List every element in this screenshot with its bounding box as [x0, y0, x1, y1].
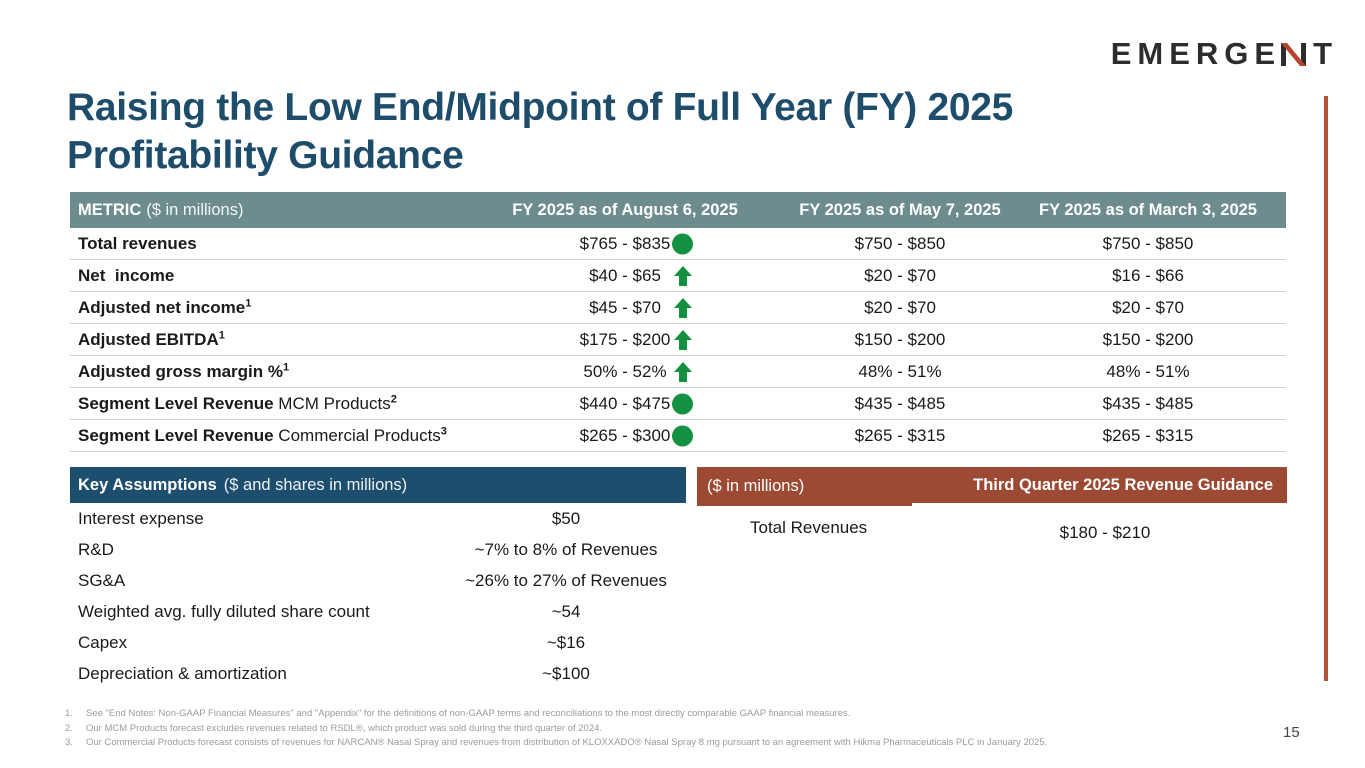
value-may: $435 - $485 — [854, 393, 946, 413]
header-col-august: FY 2025 as of August 6, 2025 — [512, 200, 738, 219]
value-august: $265 - $300 — [460, 425, 790, 446]
footnote-text: Our Commercial Products forecast consist… — [86, 737, 1048, 748]
assumption-row-capex: Capex ~$16 — [70, 627, 686, 658]
assumption-label: Weighted avg. fully diluted share count — [78, 601, 370, 621]
footnote-2: 2. Our MCM Products forecast excludes re… — [65, 722, 1245, 737]
footnote-number: 2. — [65, 722, 73, 734]
key-assumptions-title: Key Assumptions — [78, 475, 217, 494]
logo-text-before: EMERGE — [1110, 36, 1282, 71]
value-august: $40 - $65 — [460, 265, 790, 286]
footnote-1: 1. See "End Notes: Non-GAAP Financial Me… — [65, 707, 1245, 722]
assumption-value: ~7% to 8% of Revenues — [474, 539, 658, 559]
title-line-1: Raising the Low End/Midpoint of Full Yea… — [67, 86, 1014, 129]
assumption-label: R&D — [78, 539, 114, 559]
value-march: $265 - $315 — [1102, 425, 1194, 445]
metric-label: Adjusted EBITDA1 — [78, 328, 225, 349]
value-august: $175 - $200 — [460, 329, 790, 350]
key-assumptions-header: Key Assumptions ($ and shares in millions… — [70, 467, 686, 503]
footnotes: 1. See "End Notes: Non-GAAP Financial Me… — [65, 707, 1245, 751]
page-number: 15 — [1283, 724, 1300, 741]
assumption-label: Depreciation & amortization — [78, 663, 287, 683]
footnote-text: Our MCM Products forecast excludes reven… — [86, 722, 603, 734]
header-metric: METRIC ($ in millions) — [70, 201, 460, 220]
assumption-row-rd: R&D ~7% to 8% of Revenues — [70, 534, 686, 565]
value-march: $435 - $485 — [1102, 393, 1194, 413]
value-august: $45 - $70 — [460, 297, 790, 318]
green-circle-icon — [672, 233, 693, 254]
guidance-table-header: METRIC ($ in millions) FY 2025 as of Augu… — [70, 192, 1286, 228]
q3-header-note: ($ in millions) — [697, 467, 912, 506]
metric-label: Net income — [78, 265, 175, 285]
table-row-adjusted-ebitda: Adjusted EBITDA1 $175 - $200 $150 - $200… — [70, 324, 1286, 356]
assumption-label: Interest expense — [78, 508, 204, 528]
assumption-label: Capex — [78, 632, 128, 652]
table-row-segment-commercial: Segment Level Revenue Commercial Product… — [70, 420, 1286, 452]
metric-label: Adjusted net income1 — [78, 296, 252, 317]
table-row-net-income: Net income $40 - $65 $20 - $70 $16 - $66 — [70, 260, 1286, 292]
q3-header-title: Third Quarter 2025 Revenue Guidance — [912, 467, 1287, 503]
value-may: $20 - $70 — [864, 265, 936, 285]
metric-label: Adjusted gross margin %1 — [78, 360, 290, 381]
q3-row-total-revenues: Total Revenues $180 - $210 — [697, 518, 1287, 544]
header-col-march: FY 2025 as of March 3, 2025 — [1039, 200, 1257, 219]
q3-header: ($ in millions) Third Quarter 2025 Reven… — [697, 467, 1287, 506]
metric-label: Total revenues — [78, 233, 197, 253]
metric-label: Segment Level Revenue Commercial Product… — [78, 424, 447, 445]
red-accent-line — [1324, 96, 1328, 681]
metric-label: Segment Level Revenue MCM Products2 — [78, 392, 397, 413]
table-row-total-revenues: Total revenues $765 - $835 $750 - $850 $… — [70, 228, 1286, 260]
page-title: Raising the Low End/Midpoint of Full Yea… — [67, 84, 1287, 180]
header-metric-note: ($ in millions) — [146, 200, 244, 219]
green-circle-icon — [672, 393, 693, 414]
logo-text-after: T — [1313, 36, 1332, 71]
q3-row-label: Total Revenues — [750, 518, 868, 537]
value-august: $440 - $475 — [460, 393, 790, 414]
footnote-number: 1. — [65, 708, 73, 719]
value-march: 48% - 51% — [1106, 361, 1190, 381]
value-march: $150 - $200 — [1102, 329, 1194, 349]
green-up-arrow-icon — [674, 265, 692, 286]
q3-row-value: $180 - $210 — [1059, 523, 1151, 542]
assumption-value: ~26% to 27% of Revenues — [465, 570, 667, 590]
assumption-label: SG&A — [78, 570, 126, 590]
table-row-adjusted-gross-margin: Adjusted gross margin %1 50% - 52% 48% -… — [70, 356, 1286, 388]
footnote-text: See "End Notes: Non-GAAP Financial Measu… — [86, 708, 851, 719]
logo-n-icon — [1281, 42, 1307, 66]
table-row-segment-mcm: Segment Level Revenue MCM Products2 $440… — [70, 388, 1286, 420]
green-up-arrow-icon — [674, 329, 692, 350]
value-august: $765 - $835 — [460, 233, 790, 254]
value-march: $750 - $850 — [1102, 233, 1194, 253]
value-may: $20 - $70 — [864, 297, 936, 317]
assumption-row-share-count: Weighted avg. fully diluted share count … — [70, 596, 686, 627]
assumption-row-depreciation: Depreciation & amortization ~$100 — [70, 658, 686, 689]
assumption-row-interest-expense: Interest expense $50 — [70, 503, 686, 534]
footnote-3: 3. Our Commercial Products forecast cons… — [65, 736, 1245, 751]
header-col-may: FY 2025 as of May 7, 2025 — [799, 200, 1001, 219]
key-assumptions-note: ($ and shares in millions) — [223, 475, 408, 494]
key-assumptions-table: Key Assumptions ($ and shares in millions… — [70, 467, 686, 689]
green-up-arrow-icon — [674, 361, 692, 382]
value-may: $750 - $850 — [854, 233, 946, 253]
table-row-adjusted-net-income: Adjusted net income1 $45 - $70 $20 - $70… — [70, 292, 1286, 324]
footnote-number: 3. — [65, 737, 73, 748]
value-august: 50% - 52% — [460, 361, 790, 382]
assumption-row-sga: SG&A ~26% to 27% of Revenues — [70, 565, 686, 596]
title-line-2: Profitability Guidance — [67, 134, 464, 177]
value-march: $16 - $66 — [1112, 265, 1184, 285]
assumption-value: $50 — [551, 508, 581, 528]
value-may: $265 - $315 — [854, 425, 946, 445]
assumption-value: ~$16 — [546, 632, 586, 652]
green-circle-icon — [672, 425, 693, 446]
value-may: 48% - 51% — [858, 361, 942, 381]
emergent-logo: EMERGE T — [1111, 36, 1332, 72]
guidance-table: METRIC ($ in millions) FY 2025 as of Augu… — [70, 192, 1286, 452]
value-march: $20 - $70 — [1112, 297, 1184, 317]
header-metric-label: METRIC — [78, 200, 142, 219]
assumption-value: ~54 — [551, 601, 581, 621]
assumption-value: ~$100 — [542, 663, 590, 683]
q3-revenue-guidance-table: ($ in millions) Third Quarter 2025 Reven… — [697, 467, 1287, 544]
value-may: $150 - $200 — [854, 329, 946, 349]
green-up-arrow-icon — [674, 297, 692, 318]
